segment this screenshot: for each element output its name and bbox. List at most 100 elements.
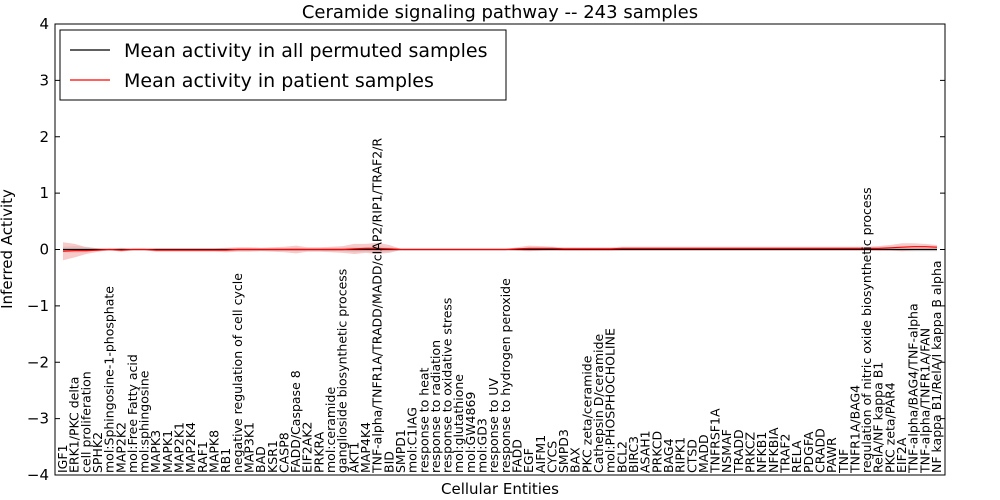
category-label: RelA/NF kappa B1	[871, 362, 886, 473]
category-label: PRKRA	[311, 431, 326, 473]
category-label: CASP8	[276, 432, 291, 473]
category-label: RB1	[218, 448, 233, 473]
category-label: PRKCZ	[743, 432, 758, 473]
category-label: KSR1	[265, 440, 280, 473]
y-tick-label: 4	[39, 15, 49, 33]
category-label: TNFRSF1A	[708, 408, 723, 474]
category-label: RELA	[789, 440, 804, 473]
y-tick-label: 0	[39, 241, 49, 259]
category-label: ASAH1	[638, 430, 653, 473]
category-label: response to hydrogen peroxide	[498, 278, 513, 473]
category-label: MAPK8	[207, 430, 222, 473]
category-label: FADD/Caspase 8	[288, 370, 303, 473]
category-label: response to heat	[416, 367, 431, 473]
category-label: NFKB1	[754, 432, 769, 473]
category-label: SMPD1	[393, 429, 408, 473]
legend-box	[59, 29, 507, 101]
chart-title: Ceramide signaling pathway -- 243 sample…	[302, 2, 698, 23]
y-tick-label: −1	[27, 297, 49, 315]
category-label: SMPD3	[556, 429, 571, 473]
category-label: response to radiation	[428, 340, 443, 473]
category-label: IGF1	[55, 444, 70, 473]
category-label: mol:ceramide	[323, 387, 338, 473]
category-label: MAPK1	[160, 430, 175, 473]
category-label: Cathepsin D/ceramide	[591, 333, 606, 473]
category-label: CTSD	[684, 439, 699, 473]
category-label: EIF2A	[894, 437, 909, 473]
category-label: TNF-alpha/TNFR1A/TRADD/MADD/cIAP2/RIP1/T…	[370, 138, 385, 474]
legend-label-permuted: Mean activity in all permuted samples	[124, 40, 487, 62]
category-label: PKC zeta/ceramide	[579, 355, 594, 473]
category-label: EIF2AK2	[300, 422, 315, 473]
x-axis-label: Cellular Entities	[441, 480, 559, 498]
category-label: NF kappa B1/RelA/I kappa B alpha	[929, 260, 944, 473]
y-tick-label: 3	[39, 71, 49, 89]
category-label: ERK1/PKC delta	[67, 377, 82, 473]
y-tick-label: 2	[39, 128, 49, 146]
category-label: AIFM1	[533, 435, 548, 473]
y-tick-label: 1	[39, 184, 49, 202]
category-label: SPHK2	[90, 432, 105, 473]
category-label: BID	[381, 451, 396, 473]
category-label: BAG4	[661, 438, 676, 473]
series-line-1	[62, 246, 938, 252]
category-label: TNF-alpha/TNFR1A/FAN	[917, 328, 932, 474]
category-label: CRADD	[813, 428, 828, 473]
category-label: NSMAF	[719, 429, 734, 473]
category-label: mol:GD3	[475, 418, 490, 473]
category-label: MADD	[696, 434, 711, 473]
category-label: cell proliferation	[78, 371, 93, 473]
category-label: NFKBIA	[766, 427, 781, 473]
category-label: TNFR1A/BAG4	[847, 385, 862, 474]
category-label: MAP2K4	[183, 422, 198, 473]
y-axis-label: Inferred Activity	[0, 189, 16, 309]
category-label: TNF-alpha/BAG4/TNF-alpha	[906, 303, 921, 474]
y-tick-label: −4	[27, 466, 49, 484]
plot-frame	[54, 23, 946, 476]
category-label: AKT1	[346, 442, 361, 473]
band-1	[63, 242, 937, 261]
category-label: BCL2	[614, 441, 629, 473]
legend: Mean activity in all permuted samples Me…	[59, 29, 507, 101]
category-label: PAWR	[824, 437, 839, 473]
y-tick-label: −3	[27, 410, 49, 428]
category-label: MAP4K4	[358, 422, 373, 473]
category-label: ganglioside biosynthetic process	[335, 269, 350, 473]
category-label: MAP2K2	[113, 422, 128, 473]
category-label: RIPK1	[673, 437, 688, 473]
category-label: mol:glutathione	[451, 374, 466, 473]
y-tick-label: −2	[27, 353, 49, 371]
category-label: MAP3K1	[242, 422, 257, 473]
category-label: regulation of nitric oxide biosynthetic …	[859, 187, 874, 473]
category-label: TNF	[836, 449, 851, 474]
category-label: response to UV	[486, 378, 501, 473]
category-label: PDGFA	[801, 431, 816, 473]
category-label: BAD	[253, 446, 268, 473]
category-label: BAX	[568, 447, 583, 473]
category-label: MAPK3	[148, 430, 163, 473]
category-label: MAP2K1	[172, 422, 187, 473]
category-label: mol:C1IAG	[405, 407, 420, 473]
category-label: mol:Sphingosine-1-phosphate	[102, 286, 117, 473]
category-label: mol:Free Fatty acid	[125, 354, 140, 473]
series-lines	[62, 246, 938, 252]
category-label: PRKCD	[649, 431, 664, 473]
category-label: CYCS	[544, 441, 559, 473]
legend-label-patient: Mean activity in patient samples	[124, 70, 434, 92]
category-label: negative regulation of cell cycle	[230, 273, 245, 473]
y-axis-ticks: −4 −3 −2 −1 0 1 2 3 4	[27, 15, 945, 484]
category-label: mol:sphingosine	[137, 370, 152, 473]
category-label: BIRC3	[626, 436, 641, 473]
error-bands	[63, 242, 937, 261]
category-label: PKC zeta/PAR4	[882, 382, 897, 473]
category-label: mol:PHOSPHOCHOLINE	[603, 328, 618, 473]
category-label: response to oxidative stress	[440, 298, 455, 473]
category-label: RAF1	[195, 441, 210, 473]
category-label: TRAF2	[778, 433, 793, 474]
category-label: EGF	[521, 448, 536, 473]
category-label: FADD	[510, 439, 525, 473]
category-label: TRADD	[731, 429, 746, 474]
category-label: mol:GW4869	[463, 392, 478, 473]
